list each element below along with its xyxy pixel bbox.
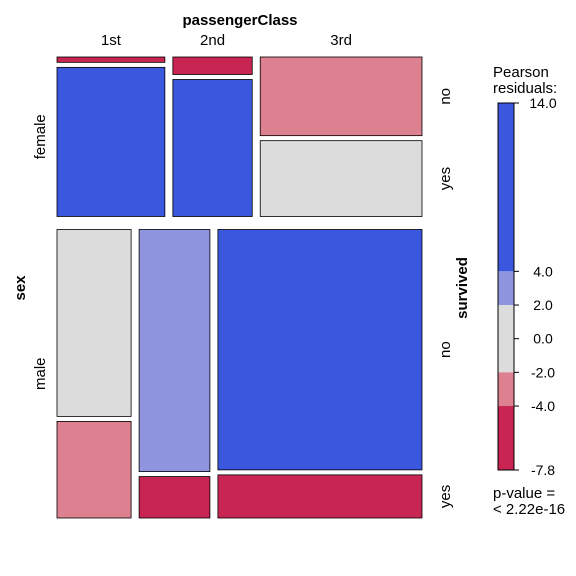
legend-title-line1: Pearson (493, 64, 549, 81)
tile-female-2nd-no (172, 56, 253, 75)
column-label-1st: 1st (101, 32, 122, 49)
nested-label-male-no: no (437, 341, 454, 358)
legend-title-line2: residuals: (493, 80, 557, 97)
column-label-3rd: 3rd (330, 32, 352, 49)
level-labels: 1st 2nd 3rd no yes female no yes male (32, 32, 454, 508)
legend-tick-label: -2.0 (531, 364, 555, 380)
legend-band--7-8-to--4 (498, 406, 514, 470)
tile-male-1st-yes (56, 420, 132, 519)
tile-female-2nd-yes (172, 79, 253, 217)
tile-male-2nd-yes (138, 476, 211, 519)
row-label-male: male (32, 357, 49, 390)
p-value-line2: < 2.22e-16 (493, 501, 565, 518)
nested-variable-title: survived (454, 257, 471, 319)
legend-band-4-to-14 (498, 103, 514, 272)
legend-bands (497, 102, 515, 471)
legend-tick-label: 2.0 (533, 297, 553, 313)
tile-female-3rd-yes (259, 140, 423, 217)
tile-female-3rd-no (259, 56, 423, 137)
legend-tick-label: 0.0 (533, 331, 553, 347)
legend: Pearson residuals: 14.0 4.0 2.0 0.0 -2.0 -4.0… (493, 64, 565, 518)
column-variable-title: passengerClass (182, 12, 297, 29)
tile-male-3rd-no (217, 229, 423, 471)
legend-band--2-to-2 (498, 305, 514, 373)
tile-female-1st-yes (56, 66, 166, 217)
tile-male-3rd-yes (217, 474, 423, 519)
legend-band--4-to--2 (498, 372, 514, 407)
mosaic-tiles (56, 56, 423, 519)
nested-label-male-yes: yes (437, 485, 454, 508)
legend-tick-label: 14.0 (529, 95, 556, 111)
tile-male-1st-no (56, 229, 132, 417)
legend-bar-outline (497, 102, 515, 471)
tile-female-1st-no (56, 56, 166, 63)
legend-tick-label: -4.0 (531, 398, 555, 414)
legend-tick-label: 4.0 (533, 263, 553, 279)
legend-band-2-to-4 (498, 271, 514, 306)
legend-tick-label: -7.8 (531, 462, 555, 478)
row-variable-title: sex (12, 275, 29, 301)
row-label-female: female (32, 114, 49, 159)
p-value-line1: p-value = (493, 485, 555, 502)
nested-label-female-no: no (437, 88, 454, 105)
legend-ticks: 14.0 4.0 2.0 0.0 -2.0 -4.0 -7.8 (514, 95, 557, 478)
column-label-2nd: 2nd (200, 32, 225, 49)
tile-male-2nd-no (138, 229, 211, 472)
nested-label-female-yes: yes (437, 167, 454, 190)
